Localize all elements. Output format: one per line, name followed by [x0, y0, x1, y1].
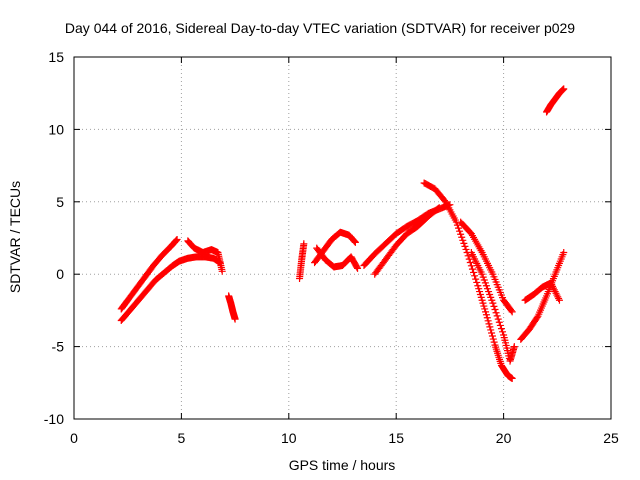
data-point — [488, 329, 496, 337]
data-point — [435, 204, 443, 212]
series-arc-2 — [117, 235, 181, 313]
data-point — [453, 221, 461, 229]
y-tick-label: 15 — [48, 49, 64, 65]
series-arc-4 — [225, 292, 239, 323]
y-tick-label: -5 — [52, 339, 65, 355]
tick-labels-layer: 0 5 10 15 20 25 -10 -5 0 5 10 15 — [44, 49, 619, 446]
data-point — [490, 302, 498, 310]
series-arc-13 — [517, 248, 568, 343]
data-point — [489, 299, 497, 307]
data-point — [231, 315, 239, 323]
data-point — [484, 317, 492, 325]
data-point — [456, 227, 464, 235]
data-point — [461, 242, 469, 250]
grid-layer — [74, 57, 611, 419]
data-point — [482, 311, 490, 319]
data-point — [492, 309, 500, 317]
series-arc-11 — [457, 218, 516, 316]
data-point — [496, 321, 504, 329]
data-point — [218, 267, 226, 275]
x-tick-label: 5 — [178, 430, 186, 446]
data-point — [300, 240, 308, 248]
data-point — [507, 307, 515, 315]
data-point — [495, 318, 503, 326]
data-point — [173, 235, 181, 243]
data-point — [490, 338, 498, 346]
x-tick-label: 20 — [496, 430, 512, 446]
series-arc-3 — [184, 237, 226, 275]
data-point — [466, 258, 474, 266]
data-point — [508, 308, 516, 316]
data-point — [460, 239, 468, 247]
data-point — [533, 313, 541, 321]
data-point — [486, 323, 494, 331]
y-tick-label: 0 — [56, 266, 64, 282]
data-point — [483, 314, 491, 322]
data-point — [489, 335, 497, 343]
data-point — [468, 265, 476, 273]
series-arc-14 — [521, 279, 563, 304]
data-point — [457, 230, 465, 238]
data-point — [351, 238, 359, 246]
data-point — [485, 320, 493, 328]
data-point — [508, 374, 516, 382]
data-point — [487, 326, 495, 334]
data-point — [491, 306, 499, 314]
series-arc-1 — [117, 253, 224, 325]
data-point — [510, 343, 518, 351]
x-axis-label: GPS time / hours — [289, 457, 396, 473]
data-point — [560, 85, 568, 93]
data-point — [434, 204, 442, 212]
x-tick-label: 0 — [70, 430, 78, 446]
x-tick-label: 15 — [388, 430, 404, 446]
data-point — [351, 238, 359, 246]
data-points-layer — [117, 85, 568, 382]
series-arc-10 — [420, 179, 516, 382]
series-arc-15 — [543, 85, 568, 116]
series-arc-9 — [371, 204, 443, 278]
data-point — [354, 264, 362, 272]
data-point — [473, 278, 481, 286]
y-tick-label: -10 — [44, 411, 64, 427]
data-point — [472, 275, 480, 283]
chart-title: Day 044 of 2016, Sidereal Day-to-day VTE… — [65, 20, 575, 36]
data-point — [454, 224, 462, 232]
plot-frame — [73, 56, 612, 420]
data-point — [499, 328, 507, 336]
y-tick-label: 10 — [48, 121, 64, 137]
y-axis-label: SDTVAR / TECUs — [7, 181, 23, 293]
series-arc-12 — [467, 248, 518, 365]
data-point — [350, 237, 358, 245]
data-point — [494, 315, 502, 323]
data-point — [560, 248, 568, 256]
data-point — [467, 262, 475, 270]
x-tick-label: 10 — [281, 430, 297, 446]
data-point — [172, 236, 180, 244]
data-point — [459, 236, 467, 244]
data-point — [462, 245, 470, 253]
data-point — [353, 263, 361, 271]
ticks-layer — [73, 56, 612, 420]
data-point — [497, 325, 505, 333]
data-point — [458, 233, 466, 241]
data-point — [555, 296, 563, 304]
series-arc-7 — [313, 244, 362, 272]
series-arc-5 — [296, 240, 308, 283]
data-point — [488, 332, 496, 340]
data-point — [470, 268, 478, 276]
x-tick-label: 25 — [603, 430, 619, 446]
data-point — [464, 252, 472, 260]
y-tick-label: 5 — [56, 194, 64, 210]
data-point — [493, 312, 501, 320]
data-point — [172, 237, 180, 245]
data-point — [471, 272, 479, 280]
